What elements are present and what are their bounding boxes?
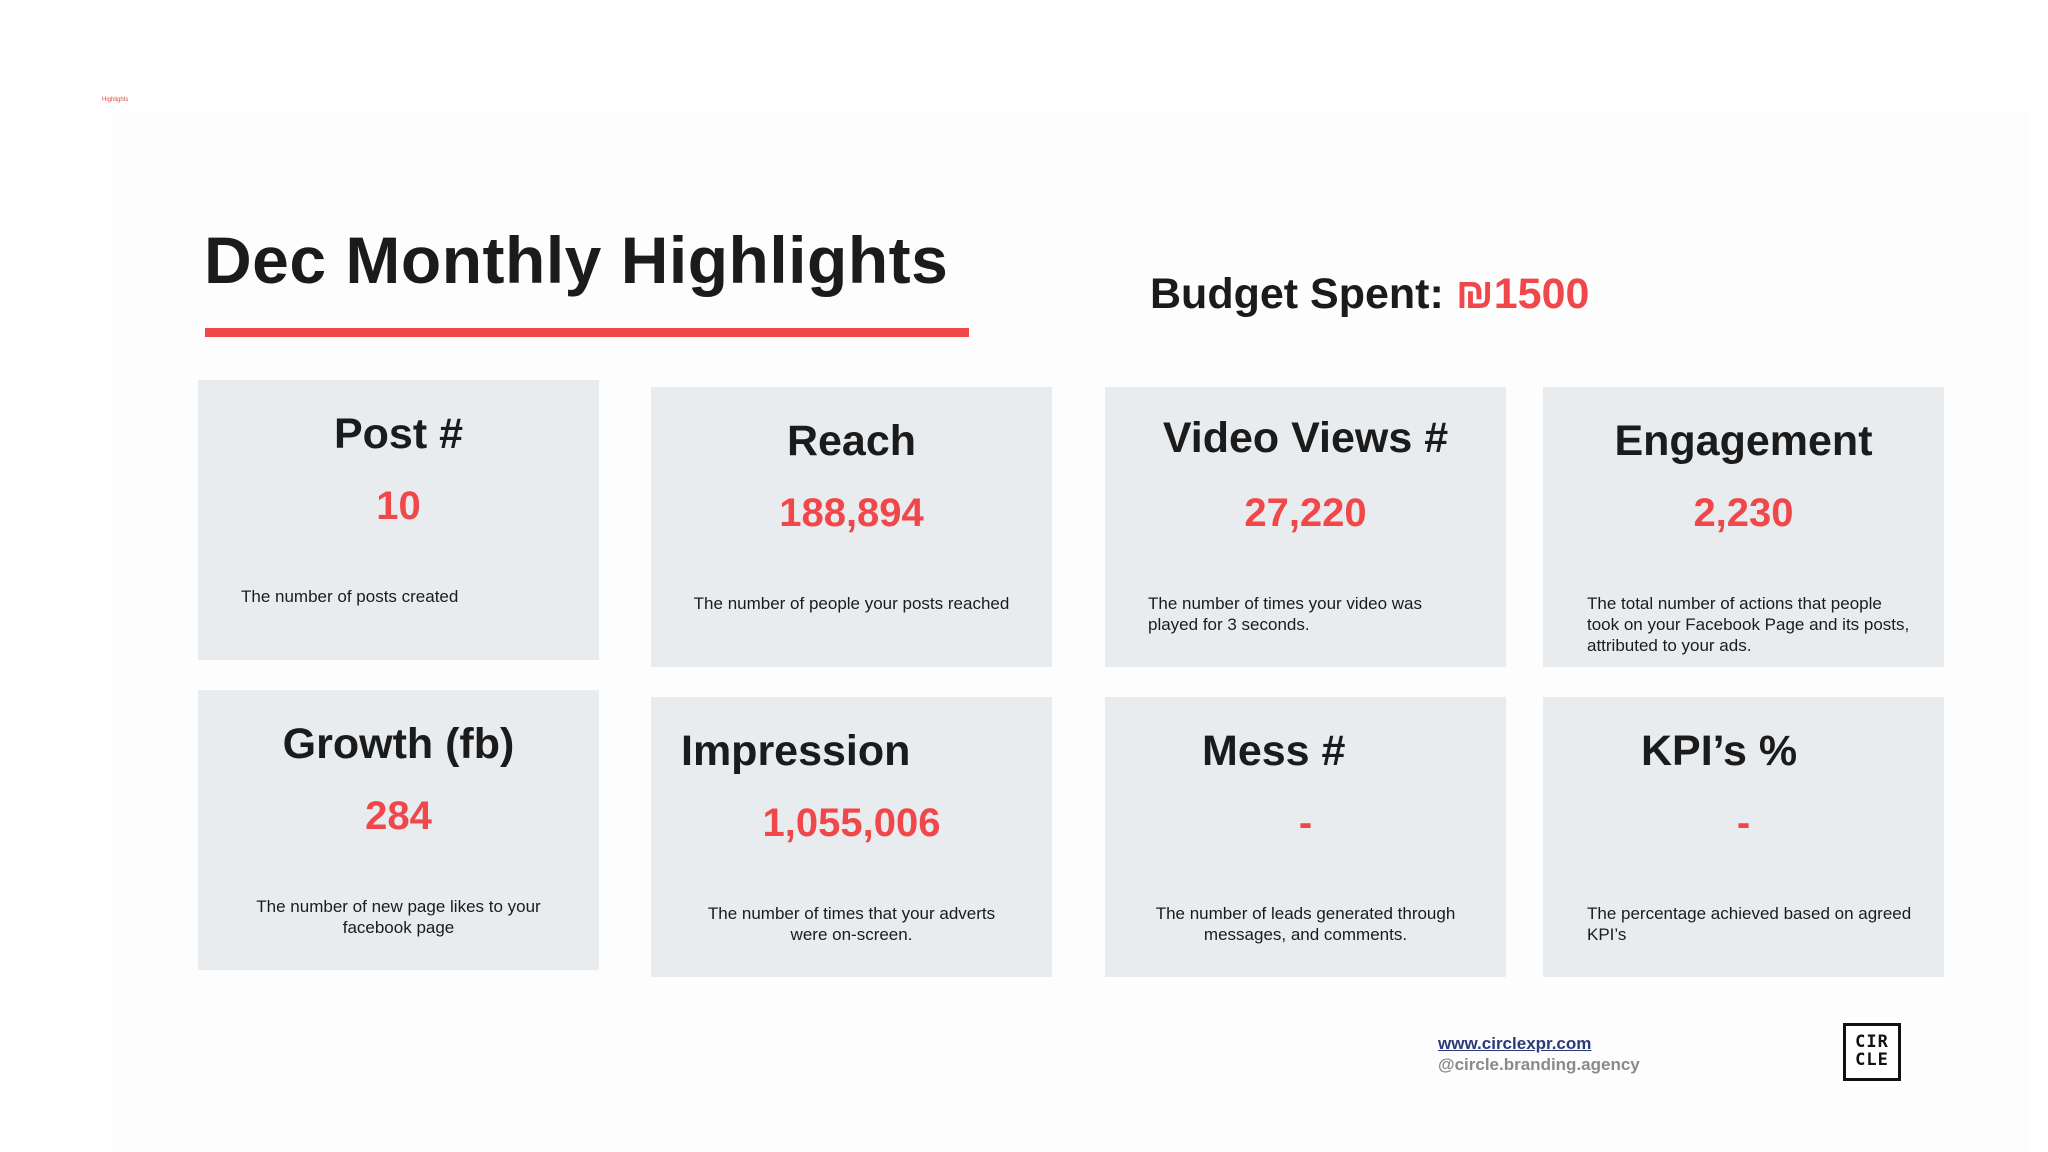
card-messages: Mess # - The number of leads generated t… xyxy=(1105,697,1506,977)
card-title: KPI’s % xyxy=(1641,727,1798,775)
logo-text-bottom: CLE xyxy=(1855,1050,1889,1070)
card-value: 188,894 xyxy=(779,491,924,535)
logo-text-top: CIR xyxy=(1855,1032,1889,1052)
card-title: Mess # xyxy=(1202,727,1346,775)
card-description: The percentage achieved based on agreed … xyxy=(1587,904,1912,944)
page-title: Dec Monthly Highlights xyxy=(204,223,949,297)
card-title: Impression xyxy=(681,727,911,775)
budget-value: ₪1500 xyxy=(1455,270,1590,318)
card-description: The number of leads generated through me… xyxy=(1155,904,1456,944)
card-value: 10 xyxy=(376,484,421,528)
card-title: Growth (fb) xyxy=(282,720,515,768)
card-description: The number of times your video was playe… xyxy=(1148,594,1423,634)
card-description: The number of people your posts reached xyxy=(693,594,1010,613)
card-kpi: KPI’s % - The percentage achieved based … xyxy=(1543,697,1944,977)
card-engagement: Engagement 2,230 The total number of act… xyxy=(1543,387,1944,667)
budget-label: Budget Spent: xyxy=(1150,270,1444,318)
card-growth: Growth (fb) 284 The number of new page l… xyxy=(198,690,599,970)
card-value: 27,220 xyxy=(1244,491,1367,535)
budget-spent: Budget Spent: ₪1500 xyxy=(1150,270,1589,319)
card-video-views: Video Views # 27,220 The number of times… xyxy=(1105,387,1506,667)
card-value: 2,230 xyxy=(1693,491,1794,535)
card-value: 284 xyxy=(365,794,432,838)
section-label: Highlights xyxy=(102,97,129,103)
card-value: - xyxy=(1736,801,1751,845)
card-value: 1,055,006 xyxy=(762,801,941,845)
card-description: The number of posts created xyxy=(241,587,459,606)
website-link[interactable]: www.circlexpr.com xyxy=(1438,1034,1592,1053)
card-reach: Reach 188,894 The number of people your … xyxy=(651,387,1052,667)
title-underline xyxy=(205,328,969,337)
circle-logo: CIR CLE xyxy=(1843,1023,1901,1081)
card-description: The total number of actions that people … xyxy=(1587,594,1910,655)
card-description: The number of new page likes to your fac… xyxy=(256,897,541,937)
card-post-count: Post # 10 The number of posts created xyxy=(198,380,599,660)
card-title: Post # xyxy=(333,410,464,458)
card-impression: Impression 1,055,006 The number of times… xyxy=(651,697,1052,977)
card-title: Engagement xyxy=(1614,417,1873,465)
card-title: Video Views # xyxy=(1162,414,1449,462)
social-handle: @circle.branding.agency xyxy=(1438,1055,1640,1074)
card-description: The number of times that your adverts we… xyxy=(707,904,996,944)
card-value: - xyxy=(1298,801,1313,845)
card-title: Reach xyxy=(786,417,917,465)
